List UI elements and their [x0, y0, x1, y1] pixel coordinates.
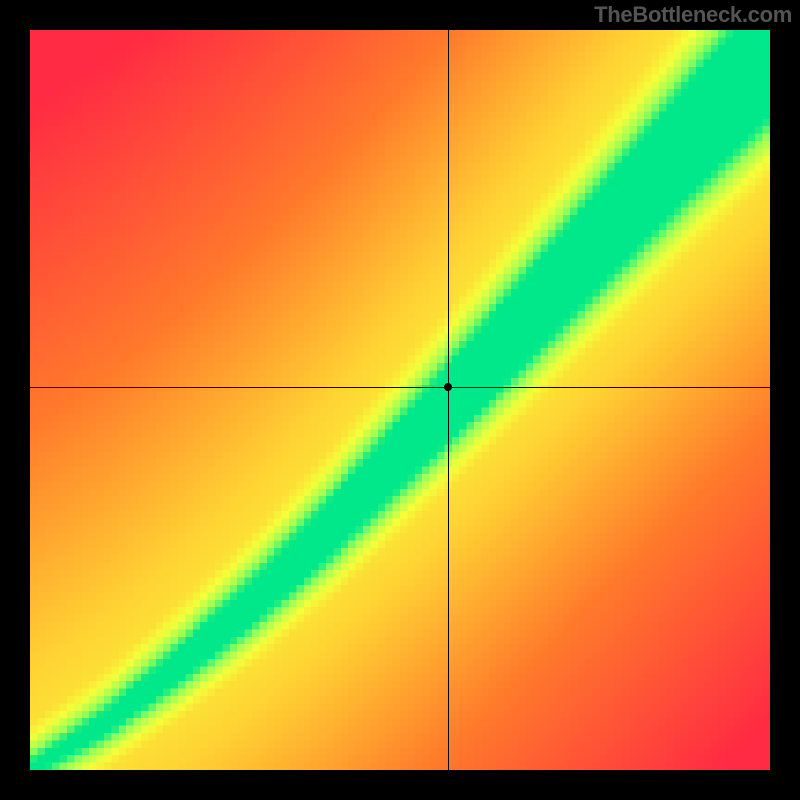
- crosshair-vertical: [448, 30, 449, 770]
- crosshair-horizontal: [30, 387, 770, 388]
- watermark-text: TheBottleneck.com: [594, 2, 792, 28]
- marker-dot: [444, 383, 452, 391]
- chart-container: TheBottleneck.com: [0, 0, 800, 800]
- bottleneck-heatmap: [30, 30, 770, 770]
